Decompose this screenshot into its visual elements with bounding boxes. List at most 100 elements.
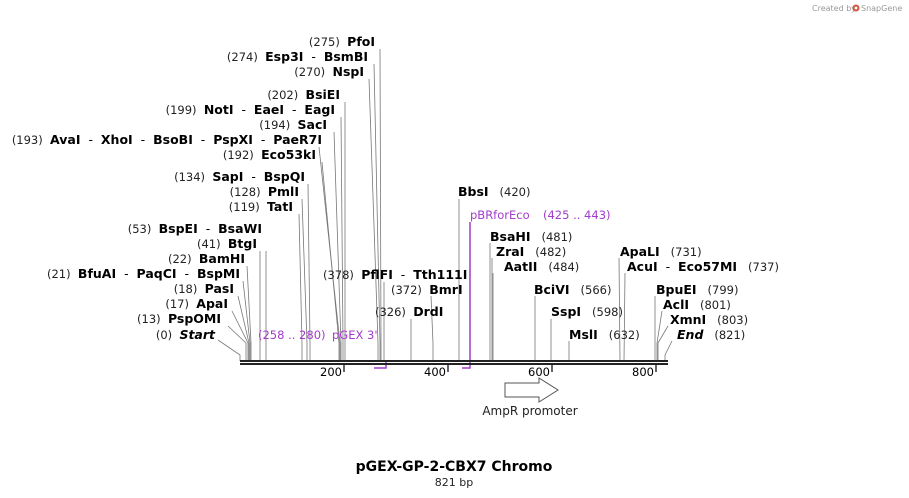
enzyme-name: BpuEI [656, 282, 697, 297]
enzyme-name: BspEI [159, 221, 198, 236]
enzyme-label[interactable]: BbsI (420) [458, 184, 530, 199]
primer-pbrforeco-leader [462, 222, 471, 369]
backbone-top-strand [240, 360, 668, 362]
credit-brand: SnapGene [861, 4, 902, 13]
enzyme-label[interactable]: (378) PflFI - Tth111I [323, 267, 467, 282]
separator: - [198, 221, 218, 236]
enzyme-name: Eco57MI [678, 259, 737, 274]
feature-label: AmpR promoter [482, 404, 577, 418]
enzyme-name: PspXI [213, 132, 253, 147]
primer-pbrforeco-name: pBRforEco [470, 208, 530, 222]
enzyme-name: BsaHI [490, 229, 531, 244]
enzyme-label[interactable]: (372) BmrI [391, 282, 463, 297]
enzyme-label[interactable]: SspI (598) [551, 304, 623, 319]
separator: - [253, 132, 273, 147]
enzyme-label[interactable]: (119) TatI [229, 199, 293, 214]
cut-position: (194) [259, 118, 297, 132]
cut-position: (566) [570, 283, 612, 297]
enzyme-label[interactable]: (18) PasI [174, 281, 234, 296]
enzyme-label[interactable]: (193) AvaI - XhoI - BsoBI - PspXI - PaeR… [12, 132, 322, 147]
enzyme-name: BspQI [264, 169, 305, 184]
enzyme-name: XhoI [101, 132, 133, 147]
cut-position: (21) [47, 267, 78, 281]
leader-acui [623, 272, 626, 362]
leader-pfoi [379, 48, 382, 361]
enzyme-label[interactable]: (17) ApaI [165, 296, 228, 311]
cut-position: (193) [12, 133, 50, 147]
separator: - [243, 169, 263, 184]
tick-label: 800 [632, 365, 654, 379]
enzyme-name: NotI [204, 102, 234, 117]
enzyme-label[interactable]: (128) PmlI [230, 184, 299, 199]
cut-position: (13) [137, 312, 168, 326]
enzyme-label[interactable]: AcuI - Eco57MI (737) [627, 259, 779, 274]
cut-position: (481) [531, 230, 573, 244]
enzyme-label[interactable]: BsaHI (481) [490, 229, 572, 244]
leader-esp3i [373, 63, 381, 361]
enzyme-label[interactable]: BpuEI (799) [656, 282, 738, 297]
separator: - [81, 132, 101, 147]
leader-pmli [301, 198, 308, 361]
enzyme-label[interactable]: ZraI (482) [496, 244, 566, 259]
enzyme-name: BsmBI [324, 49, 368, 64]
cut-position: (482) [524, 245, 566, 259]
enzyme-label[interactable]: (192) Eco53kI [223, 147, 316, 162]
cut-position: (803) [706, 313, 748, 327]
enzyme-label[interactable]: BciVI (566) [534, 282, 611, 297]
enzyme-label[interactable]: AatII (484) [504, 259, 579, 274]
enzyme-name: EaeI [254, 102, 284, 117]
enzyme-label[interactable]: (202) BsiEI [267, 87, 340, 102]
enzyme-label[interactable]: AclI (801) [663, 297, 731, 312]
left-enzyme-labels: (275) PfoI(274) Esp3I - BsmBI(270) NspI (… [12, 34, 375, 342]
enzyme-label[interactable]: (0) Start [156, 327, 216, 342]
enzyme-label[interactable]: (275) PfoI [309, 34, 375, 49]
enzyme-name: BbsI [458, 184, 489, 199]
leader-pspomi [227, 325, 247, 361]
enzyme-label[interactable]: (326) DrdI [375, 304, 443, 319]
cut-position: (420) [489, 185, 531, 199]
enzyme-name: PmlI [268, 184, 299, 199]
enzyme-label[interactable]: (270) NspI [294, 64, 364, 79]
enzyme-label[interactable]: XmnI (803) [670, 312, 748, 327]
enzyme-label[interactable]: (134) SapI - BspQI [174, 169, 305, 184]
enzyme-label[interactable]: (41) BtgI [197, 236, 257, 251]
enzyme-name: AcuI [627, 259, 658, 274]
separator: - [303, 49, 323, 64]
enzyme-name: BciVI [534, 282, 570, 297]
cut-position: (801) [689, 298, 731, 312]
enzyme-name: BamHI [199, 251, 245, 266]
enzyme-label[interactable]: End (821) [677, 327, 745, 342]
enzyme-name: ApaLI [620, 244, 660, 259]
cut-position: (326) [375, 305, 413, 319]
enzyme-label[interactable]: (194) SacI [259, 117, 327, 132]
enzyme-label[interactable]: (21) BfuAI - PaqCI - BspMI [47, 266, 240, 281]
enzyme-label[interactable]: (199) NotI - EaeI - EagI [166, 102, 335, 117]
enzyme-name: BsaWI [218, 221, 262, 236]
arrow-right-icon[interactable] [504, 377, 559, 403]
backbone-bottom-strand [240, 363, 668, 365]
enzyme-name: BsoBI [153, 132, 193, 147]
enzyme-name: PasI [205, 281, 234, 296]
leader-eco53ki [321, 161, 340, 361]
tick-label: 200 [320, 365, 342, 379]
enzyme-name: DrdI [413, 304, 443, 319]
cut-position: (128) [230, 185, 268, 199]
cut-site-leaders [217, 48, 673, 362]
enzyme-label[interactable]: MslI (632) [569, 327, 640, 342]
enzyme-label[interactable]: (13) PspOMI [137, 311, 221, 326]
primer-pgex3-marker [374, 360, 387, 369]
enzyme-label[interactable]: ApaLI (731) [620, 244, 702, 259]
enzyme-name: BmrI [429, 282, 462, 297]
cut-position: (632) [598, 328, 640, 342]
separator: - [133, 132, 153, 147]
cut-position: (134) [174, 170, 212, 184]
enzyme-label[interactable]: (22) BamHI [168, 251, 245, 266]
leader-tati [298, 213, 303, 361]
enzyme-label[interactable]: (53) BspEI - BsaWI [128, 221, 262, 236]
cut-position: (821) [703, 328, 745, 342]
scale-ticks [343, 365, 657, 372]
cut-position: (275) [309, 35, 347, 49]
cut-position: (484) [537, 260, 579, 274]
enzyme-name: PflFI [361, 267, 393, 282]
enzyme-label[interactable]: (274) Esp3I - BsmBI [227, 49, 368, 64]
